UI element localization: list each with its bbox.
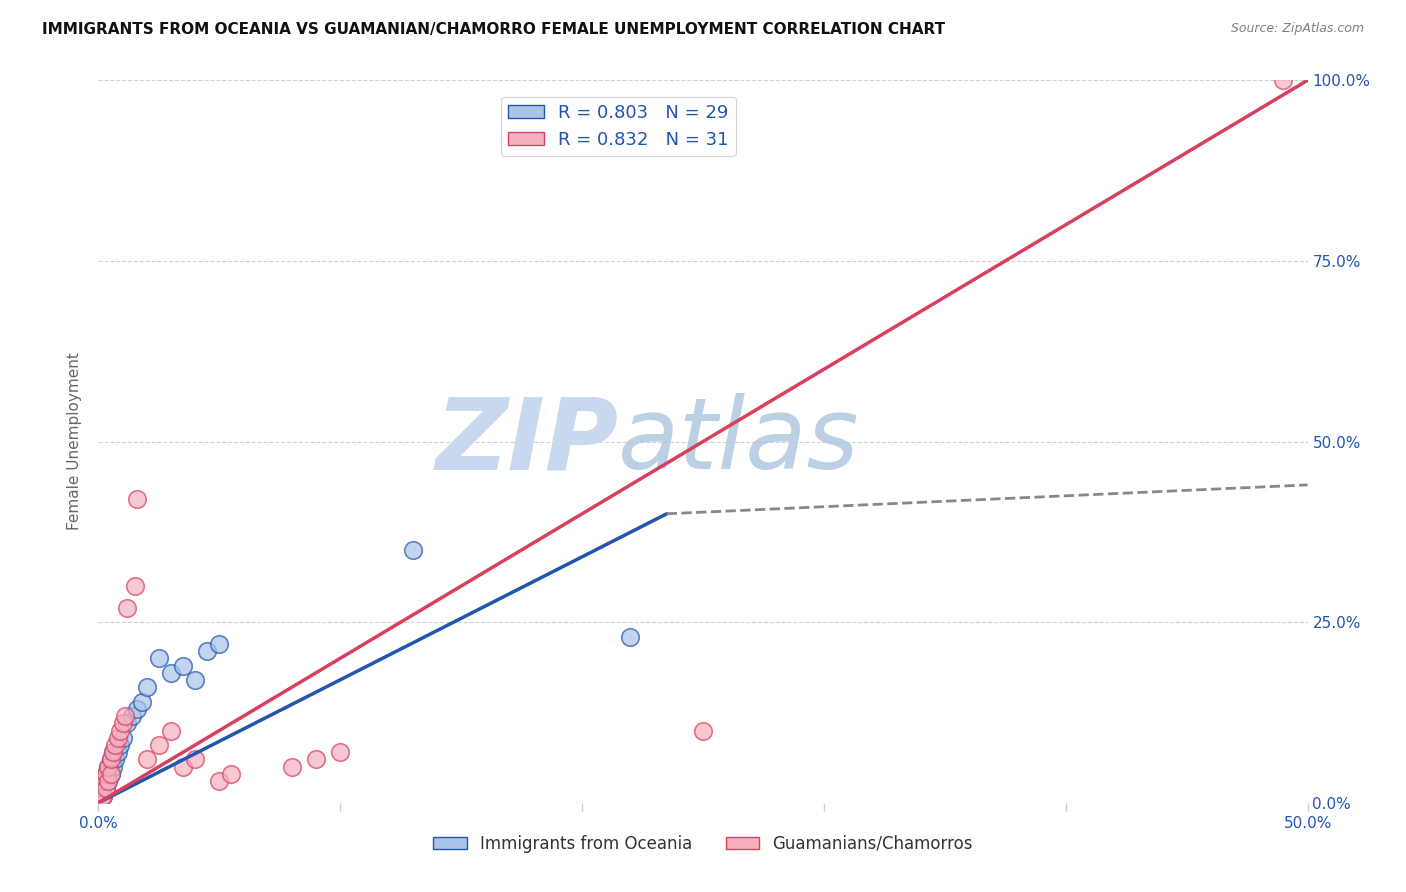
Point (127, 702, 149, 716)
Point (124, 579, 146, 593)
Point (195, 644, 218, 658)
Text: atlas: atlas (619, 393, 860, 490)
Point (148, 651, 170, 665)
Point (104, 752, 127, 766)
Point (107, 731, 129, 745)
Point (208, 774, 231, 789)
Point (160, 665, 183, 680)
Point (121, 709, 143, 723)
Point (97, 760, 120, 774)
Point (160, 723, 183, 738)
Point (91, 789, 114, 803)
Point (100, 752, 122, 766)
Point (172, 760, 194, 774)
Point (100, 767, 122, 781)
Point (184, 752, 207, 766)
Point (111, 731, 134, 745)
Point (107, 745, 129, 759)
Point (108, 723, 131, 738)
Point (100, 767, 122, 781)
Point (148, 738, 170, 752)
Point (114, 709, 136, 723)
Point (135, 680, 157, 694)
Point (91, 789, 114, 803)
Point (97, 774, 120, 789)
Point (131, 695, 153, 709)
Text: Source: ZipAtlas.com: Source: ZipAtlas.com (1230, 22, 1364, 36)
Point (90, 792, 112, 806)
Point (101, 760, 124, 774)
Point (402, 542, 425, 557)
Point (127, 492, 149, 507)
Legend: Immigrants from Oceania, Guamanians/Chamorros: Immigrants from Oceania, Guamanians/Cham… (426, 828, 980, 860)
Point (1272, 73, 1295, 87)
Point (117, 600, 139, 615)
Point (619, 630, 641, 644)
Point (91, 774, 114, 789)
Point (184, 673, 207, 687)
Point (91, 774, 114, 789)
Point (221, 767, 243, 781)
Point (94, 767, 117, 781)
Point (97, 774, 120, 789)
Point (94, 781, 117, 796)
Point (208, 637, 231, 651)
Text: ZIP: ZIP (436, 393, 619, 490)
Text: IMMIGRANTS FROM OCEANIA VS GUAMANIAN/CHAMORRO FEMALE UNEMPLOYMENT CORRELATION CH: IMMIGRANTS FROM OCEANIA VS GUAMANIAN/CHA… (42, 22, 945, 37)
Point (104, 738, 127, 752)
Point (100, 752, 122, 766)
Point (90, 781, 112, 796)
Point (111, 716, 134, 731)
Point (692, 723, 714, 738)
Point (97, 760, 120, 774)
Point (172, 658, 194, 673)
Point (117, 716, 139, 731)
Point (101, 745, 124, 759)
Point (90, 781, 112, 796)
Point (94, 767, 117, 781)
Point (135, 752, 157, 766)
Y-axis label: Female Unemployment: Female Unemployment (67, 352, 83, 531)
Point (108, 738, 131, 752)
Point (281, 760, 304, 774)
Point (329, 745, 352, 759)
Point (101, 745, 124, 759)
Point (90, 792, 112, 806)
Point (305, 752, 328, 766)
Point (94, 781, 117, 796)
